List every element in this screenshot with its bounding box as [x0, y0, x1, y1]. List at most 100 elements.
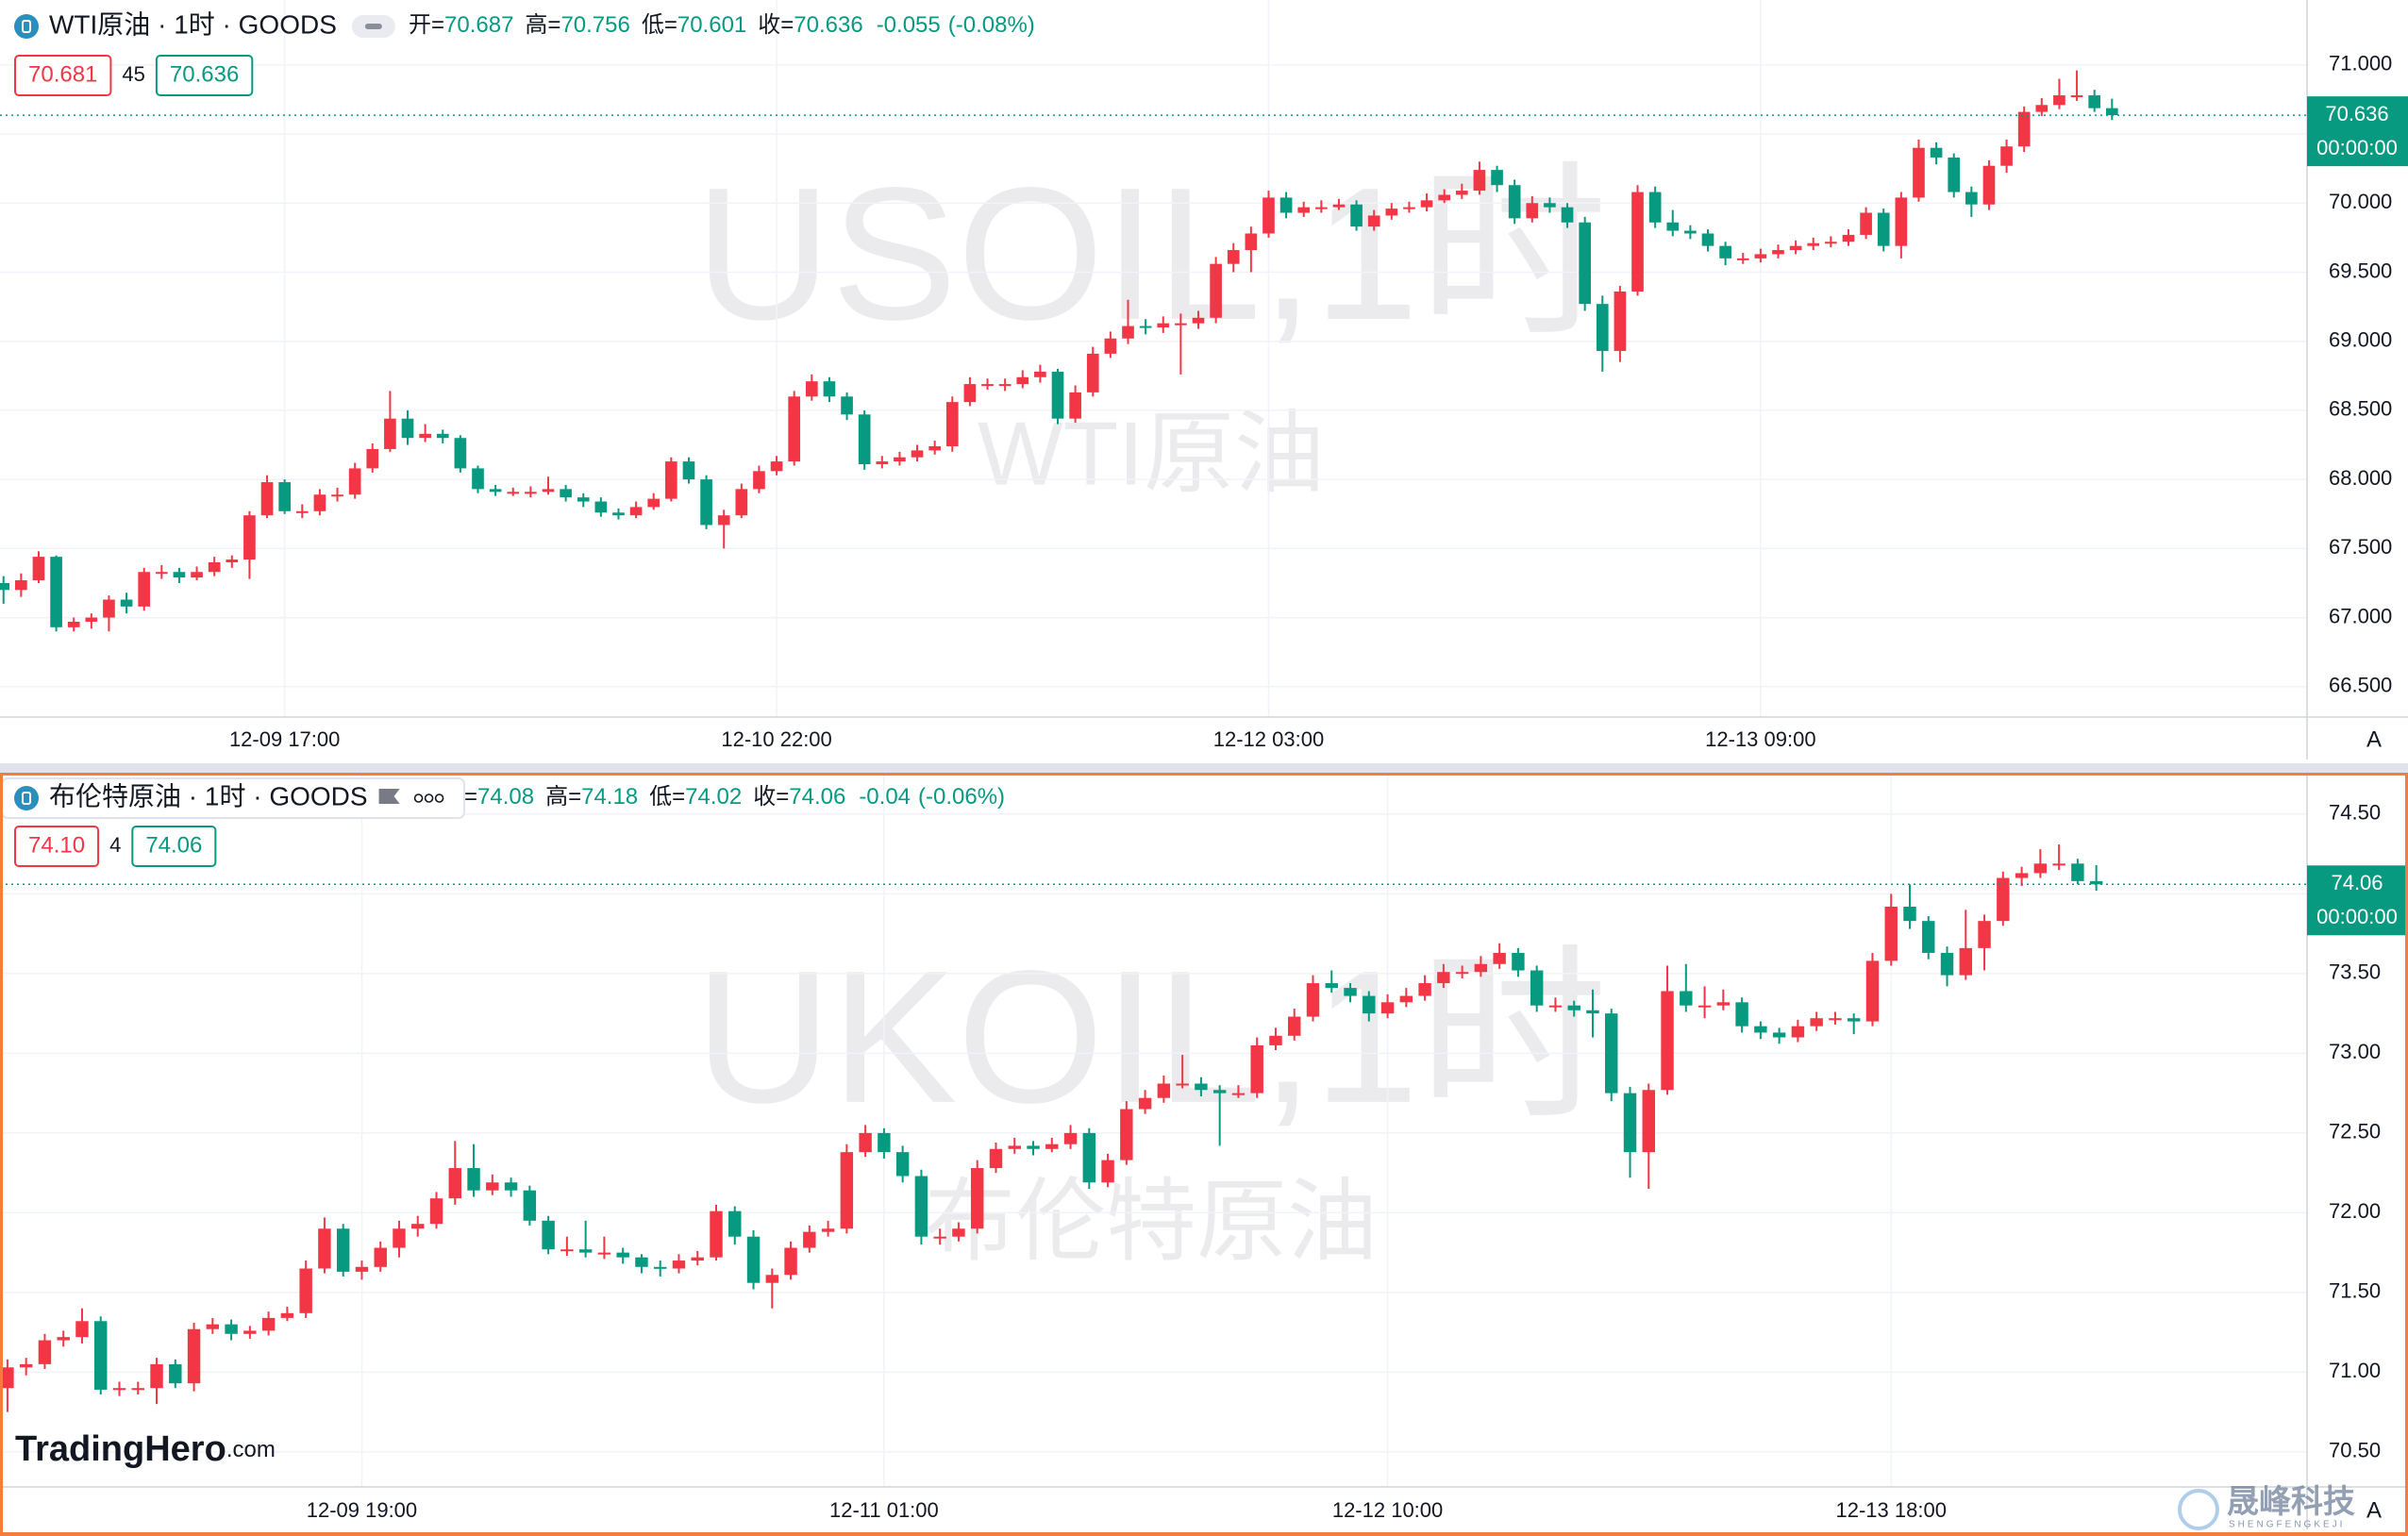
candle-body [700, 479, 712, 526]
candle-body [94, 1321, 108, 1390]
candle-body [981, 384, 994, 387]
y-tick-label: 69.000 [2329, 328, 2392, 352]
candle-body [765, 1275, 779, 1283]
candle-body [1530, 970, 1544, 1006]
change-pct: (-0.08%) [948, 12, 1035, 38]
candle-body [577, 497, 590, 502]
candle-body [1648, 192, 1662, 223]
candle-body [629, 507, 643, 516]
candle-body [2070, 95, 2083, 98]
candle-body [1027, 1145, 1040, 1149]
candle-body [1754, 254, 1767, 259]
candle-body [1623, 1093, 1637, 1153]
watermark: UKOIL,1时 [695, 932, 1608, 1143]
y-tick-label: 67.500 [2329, 535, 2392, 559]
candle-body [1403, 207, 1415, 209]
candle-body [1810, 1018, 1823, 1027]
flag-icon[interactable] [378, 789, 400, 804]
candle-body [594, 501, 608, 513]
symbol-title[interactable]: WTI原油 · 1时 · GOODS [49, 9, 337, 39]
candle-body [746, 1236, 761, 1283]
candle-body [19, 1363, 33, 1368]
y-tick-label: 69.500 [2329, 259, 2392, 282]
more-dot [434, 793, 444, 803]
candle-body [1789, 245, 1802, 251]
candle-body [57, 1337, 70, 1341]
candle-body [1661, 991, 1674, 1091]
y-tick-label: 68.500 [2329, 397, 2392, 421]
candle-body [131, 1388, 144, 1391]
candle-body [1512, 952, 1525, 971]
ask-price: 74.06 [145, 832, 202, 858]
candle-body [187, 1328, 201, 1384]
logo-icon [2178, 1489, 2219, 1530]
candle-body [1437, 972, 1450, 984]
candle-body [507, 492, 520, 494]
ohlc-label: 高= [545, 784, 581, 810]
candle-body [1363, 995, 1376, 1014]
candle-body [454, 438, 467, 469]
ohlc-value: 70.756 [560, 12, 629, 38]
candle-body [1860, 212, 1872, 235]
bid-price-box[interactable] [14, 55, 112, 96]
candle-body [486, 1182, 499, 1191]
candle-body [635, 1257, 648, 1267]
candle-body [169, 1363, 182, 1384]
more-dot [424, 793, 434, 803]
candle-body [260, 482, 274, 516]
symbol-title[interactable]: 布伦特原油 · 1时 · GOODS [49, 781, 368, 810]
candle-body [150, 1363, 163, 1389]
candle-body [710, 1210, 723, 1258]
candle-body [1548, 1005, 1563, 1008]
ohlc-label: 低= [649, 784, 685, 810]
candle-body [280, 1312, 294, 1318]
candle-body [542, 489, 555, 493]
scale-button[interactable]: A [2366, 726, 2382, 752]
scale-button[interactable]: A [2366, 1497, 2382, 1523]
candle-body [1701, 233, 1714, 246]
candle-body [1716, 1002, 1731, 1006]
candle-body [878, 1132, 891, 1153]
ask-price-box[interactable] [131, 826, 217, 867]
candle-body [1175, 323, 1187, 326]
candle-body [1069, 392, 1081, 419]
candle-body [1930, 147, 1943, 158]
candle-body [1034, 371, 1046, 377]
candle-body [1227, 250, 1240, 264]
y-tick-label: 67.000 [2329, 604, 2392, 627]
candle-body [1877, 212, 1890, 246]
y-tick-label: 71.50 [2329, 1279, 2381, 1303]
candle-body [525, 492, 537, 494]
bid-price-box[interactable] [14, 826, 100, 867]
candle-body [448, 1168, 461, 1199]
panel-separator [0, 763, 2408, 773]
ohlc-value: 70.636 [794, 12, 862, 38]
candle-body [138, 572, 151, 607]
change-pct: (-0.06%) [918, 784, 1005, 810]
x-tick-label: 12-13 18:00 [1836, 1498, 1947, 1522]
y-tick-label: 71.00 [2329, 1359, 2381, 1382]
more-dot [413, 793, 424, 803]
price-tag [2307, 865, 2408, 936]
ohlc-label: 开= [409, 12, 444, 38]
candles [0, 70, 2118, 632]
candle-body [155, 572, 168, 575]
candle-body [411, 1224, 425, 1229]
candle-body [1120, 1109, 1133, 1160]
ask-price-box[interactable] [155, 55, 254, 96]
candle-body [243, 515, 256, 560]
candle-body [717, 515, 730, 526]
candle-body [1016, 376, 1029, 385]
candle-body [805, 381, 818, 397]
candle-body [1210, 263, 1222, 318]
candle-body [331, 494, 343, 497]
brand-suffix: .com [226, 1437, 276, 1462]
y-tick-label: 73.00 [2329, 1040, 2381, 1063]
candle-body [1772, 250, 1784, 255]
symbol-icon-mark [22, 792, 31, 805]
candle-body [1157, 1083, 1171, 1098]
candles [1, 844, 2103, 1412]
candle-body [120, 599, 133, 607]
candle-body [1250, 1044, 1263, 1094]
candle-body [1231, 1093, 1246, 1095]
